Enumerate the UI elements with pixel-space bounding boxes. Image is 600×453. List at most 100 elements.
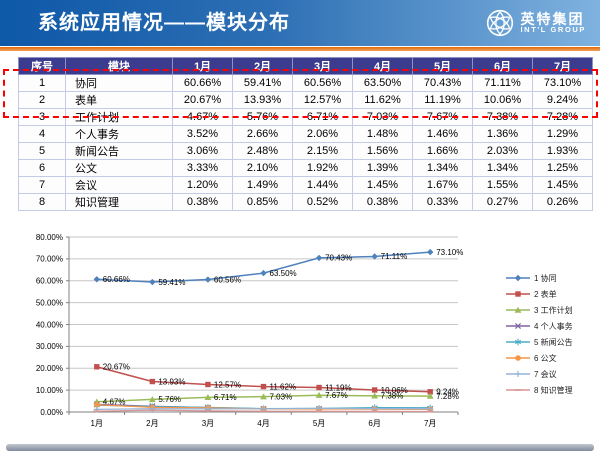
- value-cell: 60.66%: [172, 74, 233, 92]
- module-usage-table: 序号 模块 1月 2月 3月 4月 5月 6月 7月 1 协同 60.66% 59.41% 60.56%…: [18, 57, 593, 211]
- svg-text:4 个人事务: 4 个人事务: [534, 321, 573, 331]
- value-cell: 1.34%: [412, 159, 473, 177]
- value-cell: 1.55%: [472, 176, 533, 194]
- row-number-cell: 7: [18, 176, 66, 194]
- marker-triangle: [426, 392, 434, 399]
- svg-text:8 知识管理: 8 知识管理: [534, 385, 573, 395]
- module-name-cell: 会议: [65, 176, 173, 194]
- marker-plus: [371, 405, 378, 412]
- table-head-row: 序号 模块 1月 2月 3月 4月 5月 6月 7月: [18, 57, 593, 75]
- marker-diamond: [427, 248, 434, 256]
- svg-text:3月: 3月: [202, 419, 214, 428]
- marker-x: [514, 322, 522, 330]
- value-cell: 1.56%: [352, 142, 413, 160]
- column-header: 模块: [65, 57, 173, 75]
- value-cell: 1.93%: [532, 142, 593, 160]
- row-number-cell: 8: [18, 193, 66, 211]
- module-name-cell: 协同: [65, 74, 173, 92]
- module-trend-chart: 0.00% 10.00% 20.00% 30.00% 40.00% 50.00% 60.00…: [36, 233, 573, 428]
- svg-text:7 会议: 7 会议: [534, 369, 557, 379]
- value-cell: 3.06%: [172, 142, 233, 160]
- svg-text:10.00%: 10.00%: [36, 386, 63, 395]
- column-header: 2月: [232, 57, 293, 75]
- value-cell: 13.93%: [232, 91, 293, 109]
- svg-text:5.76%: 5.76%: [158, 395, 181, 404]
- svg-text:71.11%: 71.11%: [381, 252, 408, 261]
- marker-square: [260, 383, 267, 390]
- value-cell: 0.52%: [292, 193, 353, 211]
- svg-text:70.00%: 70.00%: [36, 255, 63, 264]
- value-cell: 60.56%: [292, 74, 353, 92]
- svg-text:6月: 6月: [368, 419, 380, 428]
- value-cell: 12.57%: [292, 91, 353, 109]
- row-number-cell: 2: [18, 91, 66, 109]
- value-cell: 2.15%: [292, 142, 353, 160]
- value-cell: 0.26%: [532, 193, 593, 211]
- marker-triangle: [315, 391, 323, 398]
- value-cell: 3.33%: [172, 159, 233, 177]
- value-cell: 2.06%: [292, 125, 353, 143]
- module-name-cell: 个人事务: [65, 125, 173, 143]
- svg-text:4月: 4月: [257, 419, 269, 428]
- value-cell: 6.71%: [292, 108, 353, 126]
- svg-text:1月: 1月: [91, 419, 103, 428]
- value-cell: 11.62%: [352, 91, 413, 109]
- value-cell: 0.33%: [412, 193, 473, 211]
- table-row: 1 协同 60.66% 59.41% 60.56% 63.50% 70.43% 71.11% 7…: [18, 74, 593, 92]
- series-2: [94, 364, 433, 395]
- marker-square: [515, 291, 521, 297]
- svg-text:2 表单: 2 表单: [534, 289, 557, 299]
- module-name-cell: 知识管理: [65, 193, 173, 211]
- module-name-cell: 表单: [65, 91, 173, 109]
- svg-text:6.71%: 6.71%: [214, 393, 237, 402]
- x-axis-labels: 1月 2月 3月 4月 5月 6月 7月: [91, 419, 437, 428]
- value-cell: 1.44%: [292, 176, 353, 194]
- marker-plus: [316, 405, 323, 412]
- table-body: 1 协同 60.66% 59.41% 60.56% 63.50% 70.43% 71.11% 7…: [18, 74, 593, 211]
- svg-text:20.67%: 20.67%: [103, 363, 130, 372]
- company-logo: 英特集团 INT'L GROUP: [485, 5, 587, 41]
- value-cell: 2.03%: [472, 142, 533, 160]
- value-cell: 9.24%: [532, 91, 593, 109]
- marker-diamond: [149, 278, 156, 286]
- marker-diamond: [371, 253, 378, 260]
- table-head: 序号 模块 1月 2月 3月 4月 5月 6月 7月: [18, 57, 593, 75]
- marker-circle: [515, 355, 521, 361]
- value-cell: 1.48%: [352, 125, 413, 143]
- legend-entry: 5 新闻公告: [506, 337, 573, 347]
- column-header: 6月: [472, 57, 533, 75]
- svg-text:13.93%: 13.93%: [158, 377, 185, 386]
- marker-triangle: [148, 396, 156, 403]
- svg-text:1 协同: 1 协同: [534, 273, 557, 283]
- value-cell: 1.92%: [292, 159, 353, 177]
- legend-entry: 6 公文: [506, 353, 557, 363]
- column-header: 序号: [18, 57, 66, 75]
- value-cell: 7.03%: [352, 108, 413, 126]
- page-title: 系统应用情况——模块分布: [38, 12, 290, 34]
- value-cell: 0.85%: [232, 193, 293, 211]
- value-cell: 0.38%: [352, 193, 413, 211]
- svg-text:7.28%: 7.28%: [436, 392, 459, 401]
- svg-text:9.24%: 9.24%: [436, 388, 459, 397]
- svg-text:60.66%: 60.66%: [103, 275, 130, 284]
- svg-text:7.03%: 7.03%: [270, 392, 293, 401]
- value-cell: 0.27%: [472, 193, 533, 211]
- marker-square: [94, 364, 100, 370]
- legend-entry: 7 会议: [506, 369, 557, 379]
- column-header: 1月: [172, 57, 233, 75]
- value-cell: 1.66%: [412, 142, 473, 160]
- value-cell: 2.48%: [232, 142, 293, 160]
- marker-square: [316, 384, 322, 391]
- svg-text:73.10%: 73.10%: [436, 248, 463, 257]
- value-cell: 7.67%: [412, 108, 473, 126]
- module-name-cell: 公文: [65, 159, 173, 177]
- svg-text:10.06%: 10.06%: [381, 386, 408, 395]
- y-axis-labels: 0.00% 10.00% 20.00% 30.00% 40.00% 50.00% 60.00…: [36, 233, 63, 417]
- footer-bar: [6, 444, 594, 451]
- marker-triangle: [514, 306, 522, 313]
- value-cell: 70.43%: [412, 74, 473, 92]
- series-8: [93, 409, 434, 413]
- column-header: 3月: [292, 57, 353, 75]
- svg-text:6 公文: 6 公文: [534, 353, 557, 363]
- table-row: 8 知识管理 0.38% 0.85% 0.52% 0.38% 0.33% 0.27% 0.26%: [18, 193, 593, 211]
